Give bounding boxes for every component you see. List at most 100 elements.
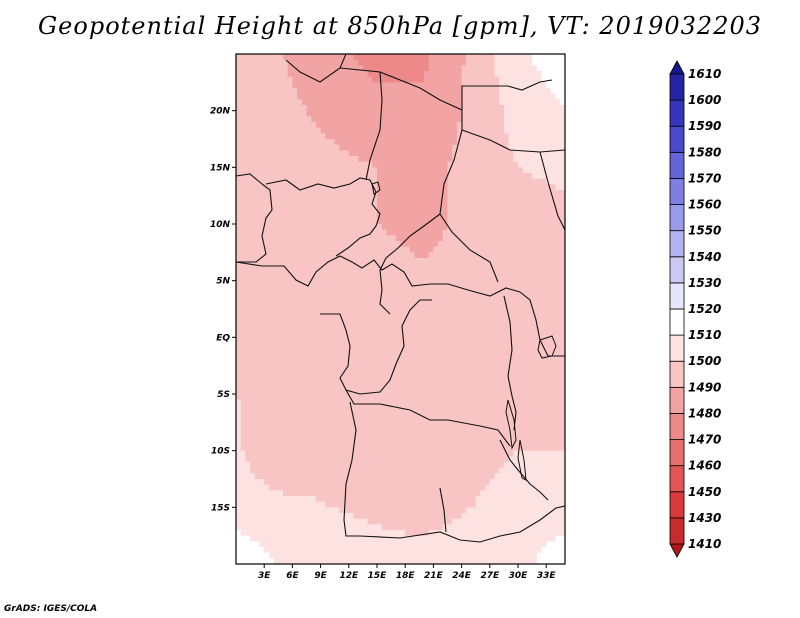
- field-cell: [489, 428, 496, 435]
- field-cell: [555, 173, 561, 180]
- field-cell: [452, 184, 458, 191]
- field-cell: [344, 309, 350, 316]
- field-cell: [320, 218, 326, 225]
- field-cell: [409, 377, 416, 384]
- field-cell: [522, 195, 528, 202]
- field-cell: [311, 269, 317, 276]
- field-cell: [391, 54, 397, 61]
- field-cell: [334, 122, 340, 129]
- field-cell: [555, 326, 561, 333]
- field-cell: [362, 428, 369, 435]
- field-cell: [438, 303, 444, 310]
- field-cell: [424, 150, 430, 157]
- field-cell: [362, 105, 369, 112]
- field-cell: [466, 263, 472, 270]
- field-cell: [452, 433, 458, 440]
- field-cell: [268, 348, 275, 355]
- field-cell: [405, 297, 411, 304]
- field-cell: [456, 178, 463, 185]
- field-cell: [283, 258, 289, 265]
- field-cell: [428, 224, 434, 231]
- field-cell: [466, 229, 472, 236]
- field-cell: [489, 258, 496, 265]
- field-cell: [522, 235, 528, 242]
- field-cell: [438, 388, 444, 395]
- field-cell: [522, 354, 528, 361]
- field-cell: [414, 343, 420, 350]
- field-cell: [315, 303, 322, 310]
- field-cell: [254, 286, 261, 293]
- field-cell: [236, 190, 242, 197]
- field-cell: [518, 235, 524, 242]
- field-cell: [344, 241, 350, 248]
- field-cell: [485, 411, 491, 418]
- field-cell: [405, 76, 411, 83]
- field-cell: [315, 269, 322, 276]
- field-cell: [527, 156, 533, 163]
- field-cell: [306, 445, 312, 452]
- field-cell: [550, 433, 557, 440]
- field-cell: [513, 173, 519, 180]
- field-cell: [339, 292, 345, 299]
- field-cell: [236, 394, 242, 401]
- field-cell: [250, 275, 256, 282]
- field-cell: [250, 337, 256, 344]
- field-cell: [320, 178, 326, 185]
- field-cell: [297, 388, 303, 395]
- field-cell: [348, 456, 355, 463]
- field-cell: [489, 246, 496, 253]
- field-cell: [447, 263, 453, 270]
- field-cell: [311, 326, 317, 333]
- field-cell: [306, 348, 312, 355]
- field-cell: [485, 433, 491, 440]
- field-cell: [471, 360, 477, 367]
- field-cell: [320, 269, 326, 276]
- field-cell: [353, 139, 359, 146]
- field-cell: [292, 105, 298, 112]
- field-cell: [456, 269, 463, 276]
- field-cell: [250, 348, 256, 355]
- field-cell: [546, 167, 552, 174]
- field-cell: [330, 337, 336, 344]
- field-cell: [428, 309, 434, 316]
- field-cell: [456, 292, 463, 299]
- field-cell: [259, 411, 265, 418]
- field-cell: [245, 241, 251, 248]
- field-cell: [362, 377, 369, 384]
- field-cell: [438, 297, 444, 304]
- field-cell: [428, 269, 434, 276]
- field-cell: [391, 116, 397, 123]
- field-cell: [518, 150, 524, 157]
- field-cell: [386, 93, 392, 100]
- field-cell: [522, 110, 528, 117]
- field-cell: [254, 337, 261, 344]
- field-cell: [424, 88, 430, 95]
- field-cell: [344, 445, 350, 452]
- field-cell: [536, 144, 543, 151]
- field-cell: [372, 365, 378, 372]
- field-cell: [527, 377, 533, 384]
- field-cell: [503, 156, 510, 163]
- field-cell: [348, 309, 355, 316]
- field-cell: [330, 93, 336, 100]
- field-cell: [254, 365, 261, 372]
- field-cell: [442, 331, 449, 338]
- field-cell: [428, 65, 434, 72]
- field-cell: [541, 82, 547, 89]
- field-cell: [550, 54, 557, 61]
- field-cell: [254, 195, 261, 202]
- field-cell: [273, 201, 279, 208]
- field-cell: [518, 201, 524, 208]
- field-cell: [236, 258, 242, 265]
- field-cell: [367, 224, 373, 231]
- field-cell: [522, 76, 528, 83]
- field-cell: [377, 399, 383, 406]
- field-cell: [311, 88, 317, 95]
- field-cell: [306, 411, 312, 418]
- field-cell: [475, 354, 481, 361]
- field-cell: [395, 167, 402, 174]
- field-cell: [315, 99, 322, 106]
- field-cell: [330, 343, 336, 350]
- field-cell: [259, 320, 265, 327]
- field-cell: [466, 144, 472, 151]
